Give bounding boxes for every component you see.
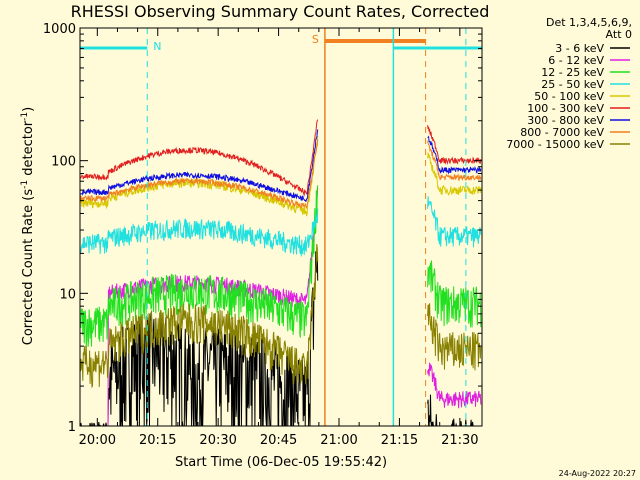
series-line-3-6keV — [79, 251, 481, 427]
legend-label: 100 - 300 keV — [527, 102, 604, 115]
x-tick-label: 21:30 — [441, 433, 478, 448]
legend-label: 300 - 800 keV — [527, 114, 604, 127]
legend-label: 3 - 6 keV — [555, 42, 604, 55]
x-tick-label: 20:00 — [79, 433, 116, 448]
x-ticks: 20:00 20:15 20:30 20:45 21:00 21:15 21:30 — [79, 28, 479, 448]
x-tick-label: 20:15 — [139, 433, 176, 448]
x-tick-label: 20:30 — [199, 433, 236, 448]
series-line-100-300keV — [80, 119, 482, 197]
y-tick-label: 1000 — [43, 22, 76, 37]
chart-title: RHESSI Observing Summary Count Rates, Co… — [71, 2, 490, 21]
y-ticks: 1 10 100 1000 — [43, 22, 482, 435]
series-line-12-25keV — [79, 185, 482, 347]
night-label: N — [153, 40, 161, 53]
legend-label: 25 - 50 keV — [541, 78, 604, 91]
series-traces — [79, 119, 482, 427]
generation-timestamp: 24-Aug-2022 20:27 — [559, 469, 636, 478]
plot-frame — [79, 27, 483, 427]
series-line-300-800keV — [80, 129, 482, 202]
y-tick-label: 10 — [59, 287, 76, 302]
x-tick-label: 20:45 — [260, 433, 297, 448]
y-axis-label: Corrected Count Rate (s-1 detector-1) — [20, 107, 36, 345]
series-line-800-7000keV — [79, 139, 482, 210]
legend-label: 7000 - 15000 keV — [506, 138, 604, 151]
legend-label: 50 - 100 keV — [534, 90, 604, 103]
series-line-25-50keV — [79, 196, 482, 257]
y-tick-label: 1 — [68, 420, 76, 435]
legend-header-line-2: Att 0 — [606, 28, 632, 41]
y-tick-label: 100 — [51, 155, 76, 170]
legend-label: 6 - 12 keV — [548, 54, 604, 67]
series-line-7000-15000keV — [79, 244, 482, 389]
saa-label: S — [312, 33, 319, 46]
x-axis-label: Start Time (06-Dec-05 19:55:42) — [175, 455, 387, 470]
x-tick-label: 21:00 — [320, 433, 357, 448]
legend-label: 12 - 25 keV — [541, 66, 604, 79]
x-tick-label: 21:15 — [381, 433, 418, 448]
legend-header-line-1: Det 1,3,4,5,6,9, — [546, 16, 632, 29]
legend-label: 800 - 7000 keV — [520, 126, 604, 139]
orbit-overlays: NS — [80, 28, 482, 426]
